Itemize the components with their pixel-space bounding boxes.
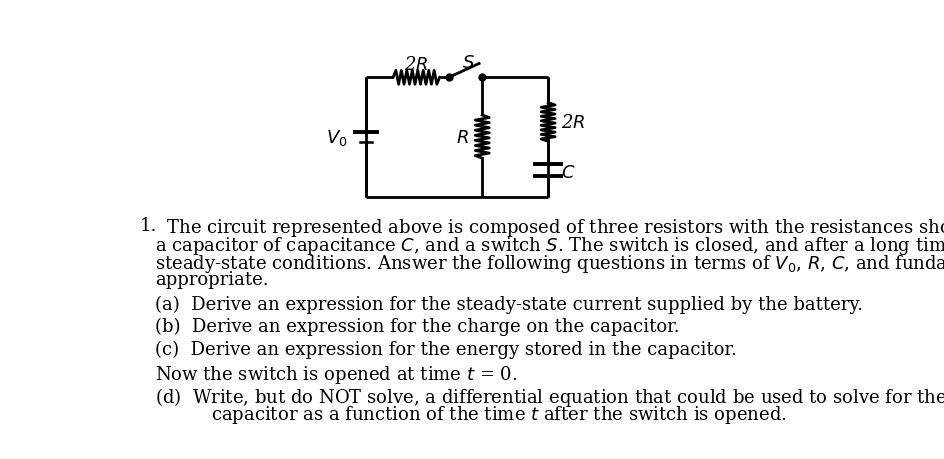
Text: 1.: 1. — [140, 217, 157, 235]
Text: (a)  Derive an expression for the steady-state current supplied by the battery.: (a) Derive an expression for the steady-… — [155, 295, 863, 313]
Text: (d)  Write, but do NOT solve, a differential equation that could be used to solv: (d) Write, but do NOT solve, a different… — [155, 386, 944, 409]
Text: $S$: $S$ — [463, 54, 476, 72]
Text: The circuit represented above is composed of three resistors with the resistance: The circuit represented above is compose… — [155, 217, 944, 238]
Text: (b)  Derive an expression for the charge on the capacitor.: (b) Derive an expression for the charge … — [155, 318, 680, 336]
Text: (c)  Derive an expression for the energy stored in the capacitor.: (c) Derive an expression for the energy … — [155, 340, 737, 358]
Text: capacitor as a function of the time $t$ after the switch is opened.: capacitor as a function of the time $t$ … — [171, 403, 786, 425]
Text: Now the switch is opened at time $t$ = 0.: Now the switch is opened at time $t$ = 0… — [155, 363, 517, 385]
Text: 2$R$: 2$R$ — [561, 114, 585, 132]
Text: $C$: $C$ — [561, 164, 575, 182]
Text: a capacitor of capacitance $C$, and a switch $S$. The switch is closed, and afte: a capacitor of capacitance $C$, and a sw… — [155, 235, 944, 257]
Text: steady-state conditions. Answer the following questions in terms of $V_0$, $R$, : steady-state conditions. Answer the foll… — [155, 252, 944, 274]
Text: $V_0$: $V_0$ — [326, 128, 347, 148]
Text: $R$: $R$ — [456, 129, 469, 146]
Text: appropriate.: appropriate. — [155, 271, 269, 289]
Text: 2$R$: 2$R$ — [404, 56, 429, 74]
